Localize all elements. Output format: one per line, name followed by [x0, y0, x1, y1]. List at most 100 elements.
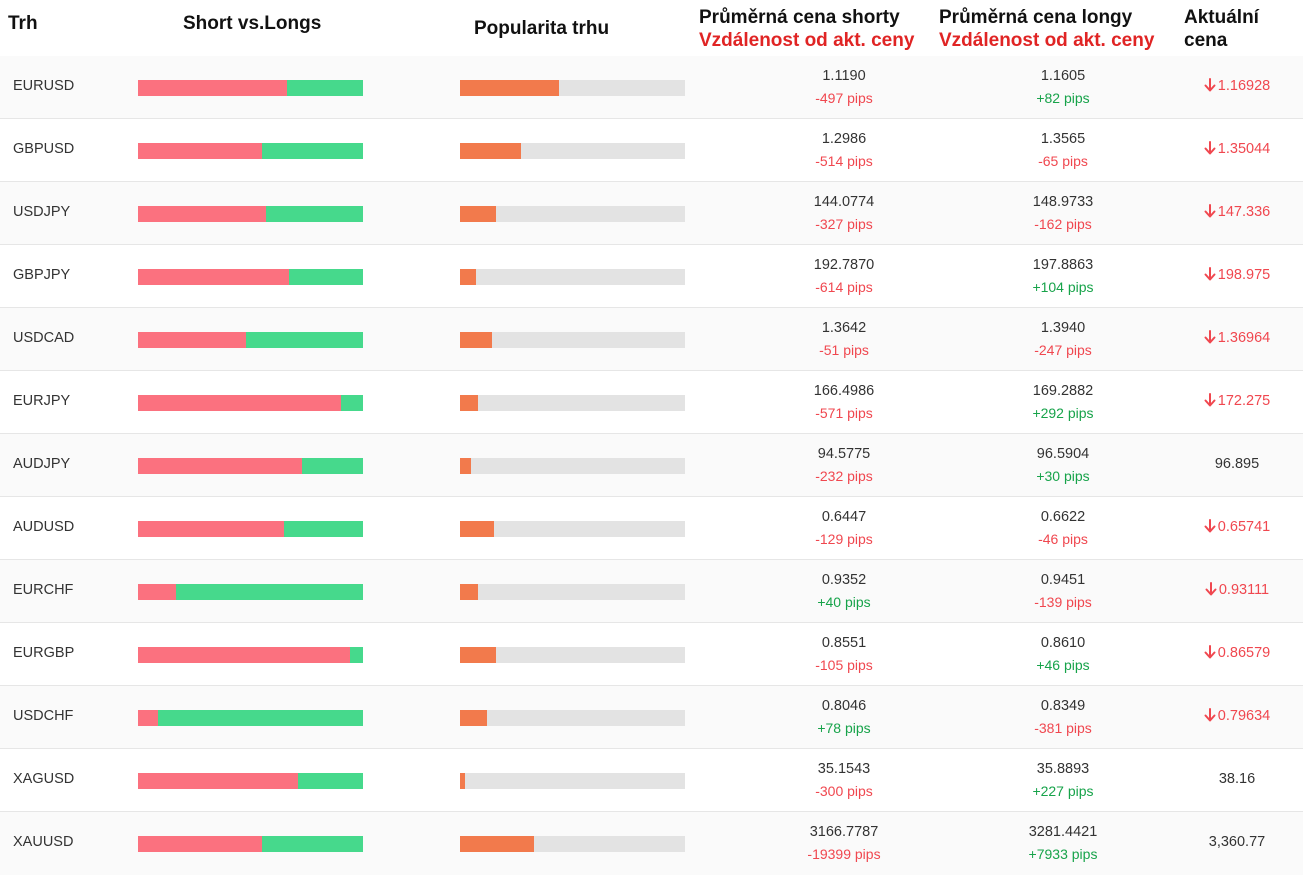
header-current-line2: cena [1184, 30, 1228, 51]
short-segment [138, 647, 350, 663]
avg-short-price: 94.5775 [817, 446, 871, 462]
avg-short-cell: 0.8551 -105 pips [764, 623, 924, 674]
popularity-bar [460, 521, 685, 537]
short-distance: -19399 pips [807, 846, 881, 862]
market-symbol[interactable]: EURUSD [13, 78, 75, 94]
market-symbol[interactable]: AUDJPY [13, 456, 71, 472]
market-symbol[interactable]: EURCHF [13, 582, 74, 598]
short-segment [138, 269, 289, 285]
current-price: 172.275 [1175, 393, 1299, 409]
arrow-down-icon [1204, 141, 1216, 155]
popularity-fill [460, 584, 478, 600]
avg-short-cell: 1.2986 -514 pips [764, 119, 924, 170]
avg-long-cell: 1.3940 -247 pips [983, 308, 1143, 359]
short-distance: -129 pips [815, 531, 873, 547]
avg-short-price: 0.9352 [821, 572, 867, 588]
popularity-fill [460, 773, 465, 789]
avg-long-price: 35.8893 [1036, 761, 1090, 777]
short-long-bar [138, 269, 363, 285]
table-row[interactable]: XAGUSD 35.1543 -300 pips 35.8893 +227 pips 38… [0, 749, 1303, 812]
popularity-fill [460, 395, 478, 411]
popularity-bar [460, 332, 685, 348]
avg-long-cell: 35.8893 +227 pips [983, 749, 1143, 800]
avg-short-price: 0.8046 [821, 698, 867, 714]
short-long-bar [138, 710, 363, 726]
avg-short-cell: 94.5775 -232 pips [764, 434, 924, 485]
long-distance: +46 pips [1036, 657, 1090, 673]
long-distance: +292 pips [1032, 405, 1094, 421]
short-long-bar [138, 395, 363, 411]
short-long-bar [138, 647, 363, 663]
current-price-value: 198.975 [1217, 267, 1271, 283]
short-distance: -232 pips [815, 468, 873, 484]
avg-long-price: 0.8349 [1040, 698, 1086, 714]
table-row[interactable]: EURCHF 0.9352 +40 pips 0.9451 -139 pips 0.931… [0, 560, 1303, 623]
long-segment [302, 458, 363, 474]
short-distance: -327 pips [815, 216, 873, 232]
current-price-value: 147.336 [1217, 204, 1271, 220]
popularity-fill [460, 836, 535, 852]
current-price-value: 0.79634 [1217, 708, 1271, 724]
table-row[interactable]: XAUUSD 3166.7787 -19399 pips 3281.4421 +7933… [0, 812, 1303, 875]
arrow-down-icon [1204, 78, 1216, 92]
avg-long-cell: 197.8863 +104 pips [983, 245, 1143, 296]
current-price: 3,360.77 [1175, 834, 1299, 850]
avg-short-price: 3166.7787 [809, 824, 879, 840]
current-price: 0.65741 [1175, 519, 1299, 535]
long-distance: +227 pips [1032, 783, 1094, 799]
long-distance: +30 pips [1036, 468, 1090, 484]
avg-short-price: 192.7870 [813, 257, 875, 273]
current-price-value: 3,360.77 [1208, 834, 1266, 850]
table-row[interactable]: GBPJPY 192.7870 -614 pips 197.8863 +104 pips… [0, 245, 1303, 308]
popularity-fill [460, 647, 496, 663]
short-segment [138, 773, 298, 789]
table-row[interactable]: USDCAD 1.3642 -51 pips 1.3940 -247 pips 1.369… [0, 308, 1303, 371]
table-row[interactable]: AUDJPY 94.5775 -232 pips 96.5904 +30 pips 96.… [0, 434, 1303, 497]
long-segment [261, 836, 363, 852]
current-price-value: 1.35044 [1217, 141, 1271, 157]
avg-short-price: 1.2986 [821, 131, 867, 147]
table-row[interactable]: EURUSD 1.1190 -497 pips 1.1605 +82 pips 1.169… [0, 56, 1303, 119]
avg-long-price: 197.8863 [1032, 257, 1094, 273]
table-row[interactable]: EURGBP 0.8551 -105 pips 0.8610 +46 pips 0.865… [0, 623, 1303, 686]
long-distance: -46 pips [1038, 531, 1088, 547]
short-segment [138, 80, 287, 96]
market-symbol[interactable]: USDJPY [13, 204, 71, 220]
avg-long-price: 148.9733 [1032, 194, 1094, 210]
table-row[interactable]: USDJPY 144.0774 -327 pips 148.9733 -162 pips… [0, 182, 1303, 245]
header-avg-short-distance: Vzdálenost od akt. ceny [699, 30, 915, 51]
long-segment [297, 773, 363, 789]
avg-long-cell: 1.1605 +82 pips [983, 56, 1143, 107]
short-segment [138, 521, 285, 537]
popularity-fill [460, 80, 559, 96]
market-symbol[interactable]: USDCHF [13, 708, 74, 724]
popularity-fill [460, 332, 492, 348]
avg-long-cell: 3281.4421 +7933 pips [983, 812, 1143, 863]
short-distance: -614 pips [815, 279, 873, 295]
avg-long-cell: 148.9733 -162 pips [983, 182, 1143, 233]
market-symbol[interactable]: GBPJPY [13, 267, 71, 283]
table-row[interactable]: GBPUSD 1.2986 -514 pips 1.3565 -65 pips 1.350… [0, 119, 1303, 182]
market-symbol[interactable]: AUDUSD [13, 519, 75, 535]
table-row[interactable]: USDCHF 0.8046 +78 pips 0.8349 -381 pips 0.796… [0, 686, 1303, 749]
avg-short-cell: 192.7870 -614 pips [764, 245, 924, 296]
market-symbol[interactable]: XAUUSD [13, 834, 74, 850]
avg-long-price: 0.8610 [1040, 635, 1086, 651]
table-row[interactable]: EURJPY 166.4986 -571 pips 169.2882 +292 pips… [0, 371, 1303, 434]
market-symbol[interactable]: XAGUSD [13, 771, 75, 787]
header-avg-short-label: Průměrná cena shorty [699, 7, 900, 28]
current-price-value: 1.36964 [1217, 330, 1271, 346]
current-price: 147.336 [1175, 204, 1299, 220]
table-row[interactable]: AUDUSD 0.6447 -129 pips 0.6622 -46 pips 0.657… [0, 497, 1303, 560]
arrow-down-icon [1204, 267, 1216, 281]
market-symbol[interactable]: EURGBP [13, 645, 75, 661]
popularity-fill [460, 710, 487, 726]
market-symbol[interactable]: USDCAD [13, 330, 75, 346]
avg-short-price: 144.0774 [813, 194, 875, 210]
short-segment [138, 332, 246, 348]
avg-long-cell: 0.8610 +46 pips [983, 623, 1143, 674]
market-symbol[interactable]: GBPUSD [13, 141, 75, 157]
short-distance: -514 pips [815, 153, 873, 169]
market-symbol[interactable]: EURJPY [13, 393, 71, 409]
long-segment [288, 269, 363, 285]
